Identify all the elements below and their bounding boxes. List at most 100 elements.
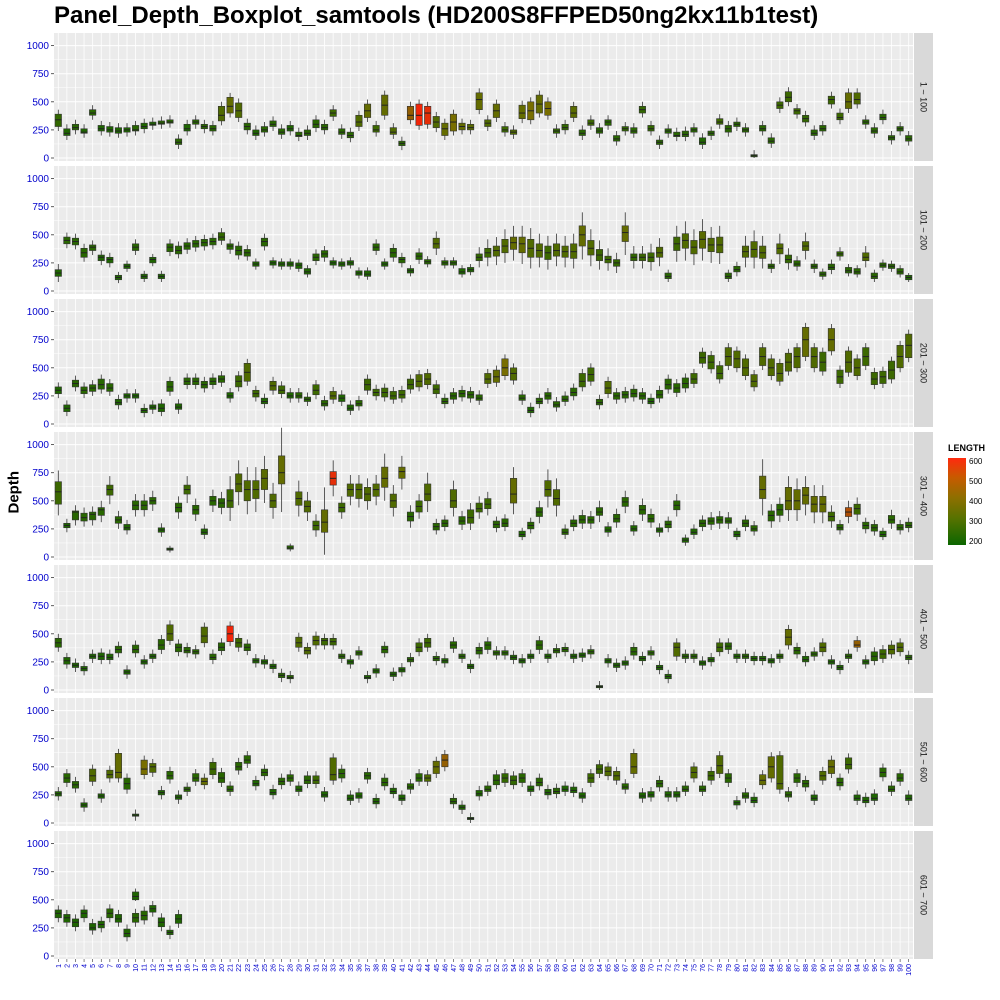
x-tick-label: 65 [606,964,613,972]
y-tick-label: 1000 [27,839,50,850]
box [905,135,913,142]
box [166,771,174,780]
box [664,378,672,390]
x-tick-label: 43 [417,964,424,972]
box [217,772,226,783]
box [510,367,518,381]
box [226,785,234,792]
box [321,791,329,798]
y-tick-label: 250 [32,790,49,801]
x-tick-label: 74 [683,964,690,972]
box [621,783,629,790]
box [389,787,397,795]
box [664,272,672,279]
x-tick-label: 5 [90,964,97,968]
x-tick-label: 22 [236,964,243,972]
box [97,125,105,132]
y-tick-label: 500 [32,496,49,507]
box [681,130,689,137]
box [424,106,432,125]
box [372,125,380,133]
x-tick-label: 99 [898,964,905,972]
box [398,466,406,479]
box [819,125,827,132]
y-tick-label: 500 [32,363,49,374]
box [372,483,380,497]
y-tick-label: 500 [32,762,49,773]
x-tick-label: 25 [262,964,269,972]
panel-background [54,432,913,560]
box [896,268,904,275]
box [389,127,397,135]
y-tick-label: 250 [32,524,49,535]
y-tick-label: 1000 [27,706,50,717]
box [587,240,595,256]
x-tick-label: 28 [288,964,295,972]
x-tick-label: 8 [116,964,123,968]
box [217,232,226,241]
box [776,243,784,255]
box [552,787,561,795]
box [449,489,457,508]
x-tick-label: 97 [880,964,887,972]
y-tick-label: 500 [32,895,49,906]
x-tick-label: 27 [279,964,286,972]
box [329,391,337,400]
x-tick-label: 73 [674,964,681,972]
x-tick-label: 81 [743,964,750,972]
panel-background [54,831,913,959]
y-tick-label: 1000 [27,41,50,52]
x-tick-label: 61 [571,964,578,972]
x-tick-label: 23 [245,964,252,972]
box [501,358,509,376]
x-tick-label: 67 [623,964,630,972]
box [853,92,861,105]
x-tick-label: 54 [511,964,518,972]
box [484,641,492,650]
x-tick-label: 78 [717,964,724,972]
box [888,785,896,792]
box [54,909,62,919]
y-tick-label: 750 [32,601,49,612]
box [132,644,140,654]
box [398,256,406,264]
box [716,365,724,380]
box [449,113,457,132]
x-tick-label: 2 [64,964,71,968]
box [604,380,612,394]
facet-strip [914,698,933,826]
box [484,498,492,509]
box [827,95,835,105]
box [518,104,526,119]
box [836,524,844,531]
box [381,466,389,488]
box [467,509,475,524]
legend-label: 500 [969,477,983,486]
box [699,785,707,792]
box [527,406,535,414]
x-tick-label: 12 [150,964,157,972]
y-tick-label: 1000 [27,440,50,451]
box [286,675,294,680]
box [114,398,122,406]
box [578,129,586,136]
box [415,103,423,126]
box [475,502,483,513]
box [879,113,887,121]
x-tick-label: 98 [889,964,896,972]
box [870,272,878,279]
box [192,773,200,782]
x-tick-label: 46 [442,964,449,972]
x-tick-label: 1 [56,964,63,968]
box [321,400,329,407]
box [346,404,354,411]
x-tick-label: 49 [468,964,475,972]
facet-strip [914,565,933,693]
x-tick-label: 68 [631,964,638,972]
box [802,327,810,357]
color-legend: LENGTH 600 500 400 300 200 [946,443,1000,553]
box [905,794,913,801]
box [733,530,741,538]
box [303,129,311,136]
box [346,794,354,801]
